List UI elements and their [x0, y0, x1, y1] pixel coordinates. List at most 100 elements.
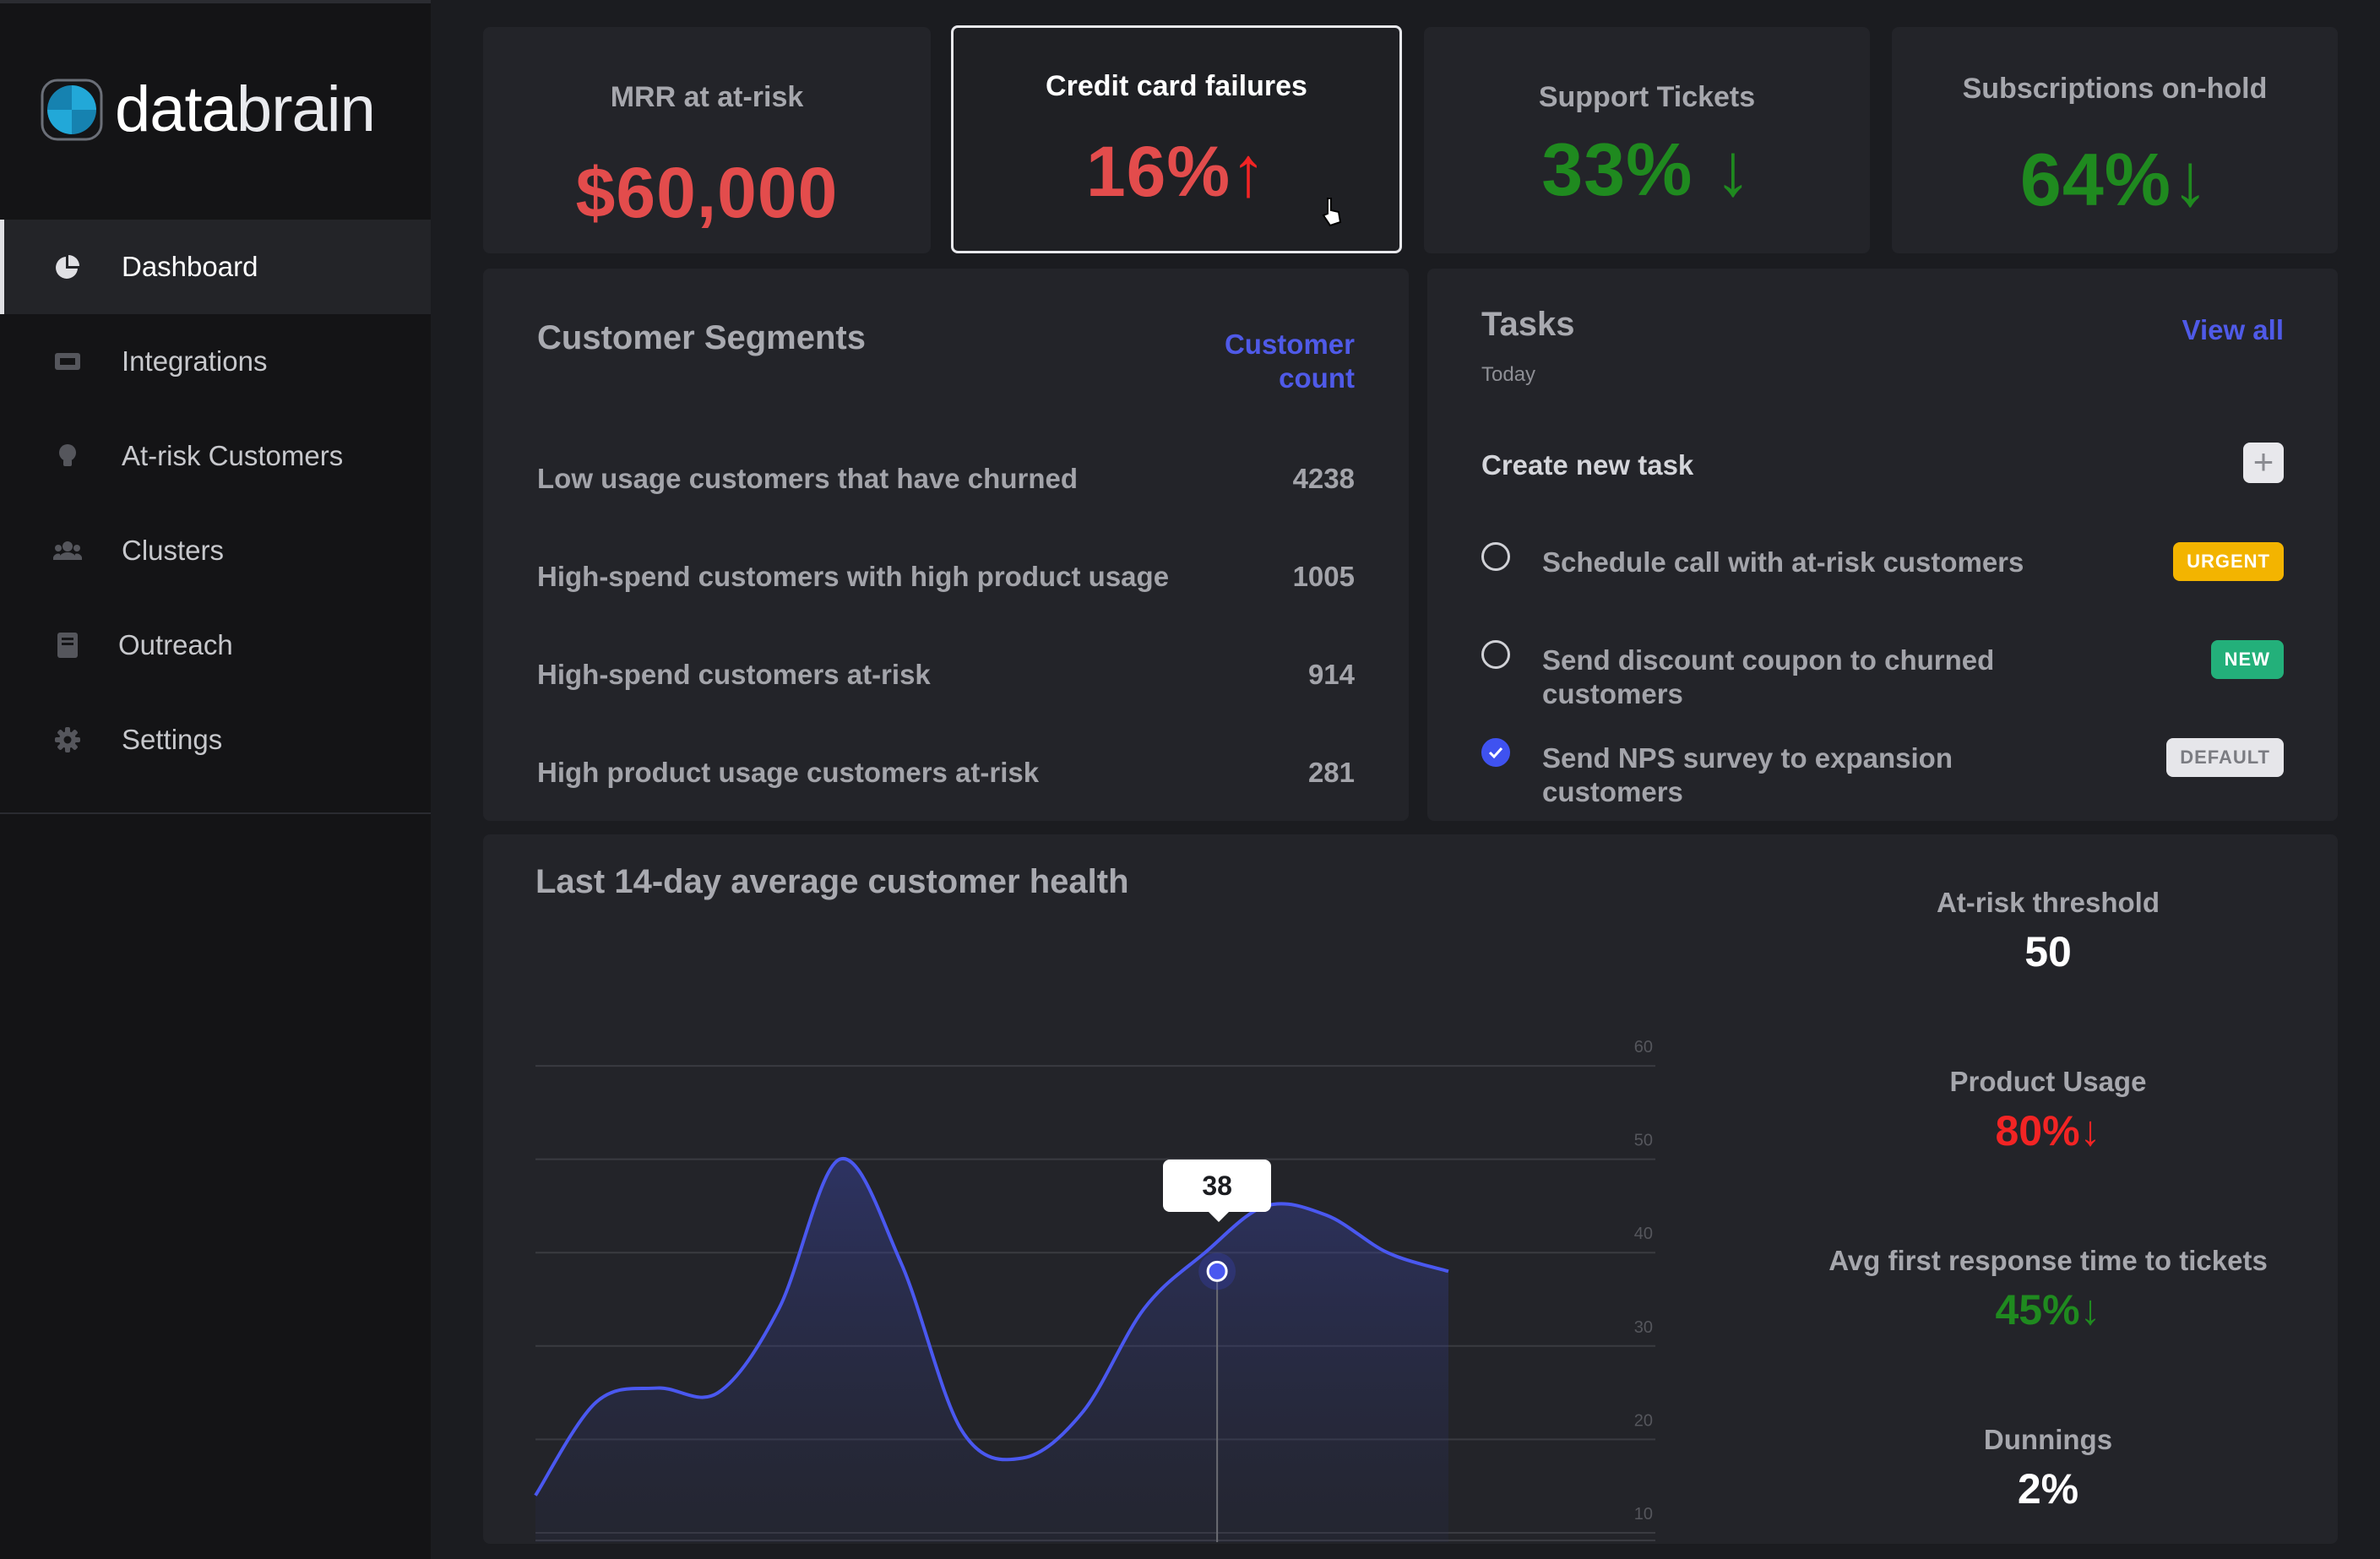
customer-count-link-line2: count — [1279, 362, 1355, 394]
users-icon — [52, 535, 83, 566]
y-tick-label: 40 — [1634, 1225, 1653, 1243]
tasks-subtitle: Today — [1481, 363, 1536, 386]
customer-health-title: Last 14-day average customer health — [535, 863, 1129, 900]
task-text: Schedule call with at-risk customers — [1542, 546, 2024, 578]
sidebar-item-outreach[interactable]: Outreach — [0, 598, 431, 693]
task-text: Send discount coupon to churned customer… — [1542, 644, 1995, 709]
tasks-title: Tasks — [1481, 306, 1575, 343]
kpi-value: 33% ↓ — [1424, 127, 1870, 213]
pointer-cursor-icon — [1322, 198, 1342, 227]
add-task-button[interactable]: + — [2243, 443, 2284, 483]
y-tick-label: 10 — [1634, 1505, 1653, 1524]
segment-count: 1005 — [1292, 561, 1355, 592]
sidebar-nav: Dashboard Integrations At-risk Customers… — [0, 220, 431, 787]
arrow-down-icon: ↓ — [1714, 128, 1752, 211]
kpi-card-mrr[interactable]: MRR at at-risk $60,000 — [483, 27, 931, 253]
kpi-value: 64%↓ — [1892, 137, 2338, 223]
segment-name: Low usage customers that have churned — [537, 463, 1078, 494]
plus-icon: + — [2252, 442, 2274, 481]
create-new-task-label: Create new task — [1481, 449, 1694, 481]
metric-label: Dunnings — [1983, 1424, 2113, 1455]
urgent-badge: URGENT — [2173, 542, 2284, 581]
sidebar-item-integrations[interactable]: Integrations — [0, 314, 431, 409]
customer-count-link[interactable]: Customer count — [1166, 328, 1355, 395]
kpi-value-text: 16% — [1085, 132, 1231, 211]
arrow-up-icon: ↑ — [1231, 132, 1268, 211]
chart-tooltip-value: 38 — [1202, 1171, 1232, 1202]
metric-dunnings: Dunnings 2% — [1774, 1424, 2323, 1513]
segment-row[interactable]: High-spend customers at-risk 914 — [537, 659, 1355, 691]
sidebar-item-label: Integrations — [122, 345, 268, 377]
segment-count: 914 — [1307, 659, 1355, 690]
segment-row[interactable]: Low usage customers that have churned 423… — [537, 463, 1355, 495]
metric-value: 2% — [2017, 1465, 2079, 1513]
metric-product-usage: Product Usage 80%↓ — [1774, 1066, 2323, 1155]
brand-logo[interactable]: databrain — [41, 78, 376, 142]
chart-area-fill — [535, 1158, 1448, 1542]
view-all-link[interactable]: View all — [2182, 314, 2284, 345]
kpi-value-text: 33% — [1541, 128, 1693, 211]
task-text: Send NPS survey to expansion customers — [1542, 742, 1953, 807]
sidebar: databrain Dashboard Integrations At-risk… — [0, 0, 431, 1559]
chart-highlight-point — [1206, 1260, 1228, 1282]
chart-tooltip: 38 — [1163, 1160, 1272, 1223]
sidebar-item-clusters[interactable]: Clusters — [0, 503, 431, 598]
task-checkbox[interactable] — [1481, 640, 1510, 669]
kpi-card-support-tickets[interactable]: Support Tickets 33% ↓ — [1424, 27, 1870, 253]
task-item[interactable]: Schedule call with at-risk customers URG… — [1481, 542, 2284, 581]
arrow-down-icon: ↓ — [2171, 138, 2210, 221]
metric-value-text: 80% — [1995, 1107, 2080, 1154]
kpi-value-text: 64% — [2019, 138, 2172, 221]
task-checkbox[interactable] — [1481, 542, 1510, 571]
ticket-icon — [52, 346, 83, 377]
customer-count-link-line1: Customer — [1224, 329, 1355, 360]
pie-chart-icon — [52, 252, 83, 282]
metric-value: 50 — [2024, 928, 2072, 975]
segment-count: 4238 — [1292, 463, 1355, 494]
sidebar-item-label: Outreach — [118, 629, 233, 660]
sidebar-item-label: Dashboard — [122, 251, 258, 282]
kpi-value: 16%↑ — [954, 131, 1399, 213]
y-tick-label: 30 — [1634, 1318, 1653, 1337]
brand-name: databrain — [115, 78, 376, 142]
sidebar-divider — [0, 812, 431, 814]
task-item[interactable]: Send NPS survey to expansion customers D… — [1481, 738, 2284, 811]
lightbulb-icon — [52, 441, 83, 471]
tooltip-pointer — [1209, 1212, 1230, 1223]
sidebar-item-label: Settings — [122, 724, 223, 755]
kpi-label: Support Tickets — [1538, 81, 1756, 113]
brand-name-part2: brain — [236, 73, 376, 145]
metric-label: Avg first response time to tickets — [1828, 1245, 2268, 1276]
sidebar-top-border — [0, 0, 431, 3]
metric-value-text: 45% — [1995, 1286, 2080, 1334]
metric-at-risk-threshold: At-risk threshold 50 — [1774, 887, 2323, 976]
gear-icon — [52, 725, 83, 755]
y-tick-label: 50 — [1634, 1132, 1653, 1150]
arrow-down-icon: ↓ — [2079, 1286, 2101, 1334]
task-item[interactable]: Send discount coupon to churned customer… — [1481, 640, 2284, 713]
brand-name-part1: data — [115, 73, 237, 145]
metric-value: 80%↓ — [1774, 1106, 2323, 1155]
customer-segments-title: Customer Segments — [537, 319, 866, 356]
sidebar-item-label: At-risk Customers — [122, 440, 344, 471]
kpi-label: MRR at at-risk — [610, 81, 804, 113]
sidebar-item-dashboard[interactable]: Dashboard — [0, 220, 431, 314]
kpi-value: $60,000 — [483, 152, 931, 234]
metric-value: 45%↓ — [1774, 1285, 2323, 1334]
segment-row[interactable]: High product usage customers at-risk 281 — [537, 757, 1355, 789]
y-tick-label: 20 — [1634, 1411, 1653, 1430]
task-checkbox-checked[interactable] — [1481, 738, 1510, 767]
kpi-label: Credit card failures — [1046, 70, 1307, 102]
metric-avg-first-response-time: Avg first response time to tickets 45%↓ — [1774, 1245, 2323, 1334]
segment-row[interactable]: High-spend customers with high product u… — [537, 561, 1355, 593]
kpi-card-credit-card-failures[interactable]: Credit card failures 16%↑ — [951, 25, 1402, 253]
sidebar-item-settings[interactable]: Settings — [0, 693, 431, 787]
kpi-label: Subscriptions on-hold — [1962, 73, 2268, 105]
kpi-card-subscriptions-on-hold[interactable]: Subscriptions on-hold 64%↓ — [1892, 27, 2338, 253]
new-badge: NEW — [2210, 640, 2284, 679]
segment-count: 281 — [1307, 757, 1355, 788]
sidebar-item-at-risk-customers[interactable]: At-risk Customers — [0, 409, 431, 503]
y-tick-label: 60 — [1634, 1038, 1653, 1057]
checkmark-icon — [1488, 747, 1503, 759]
segment-name: High-spend customers with high product u… — [537, 561, 1170, 592]
